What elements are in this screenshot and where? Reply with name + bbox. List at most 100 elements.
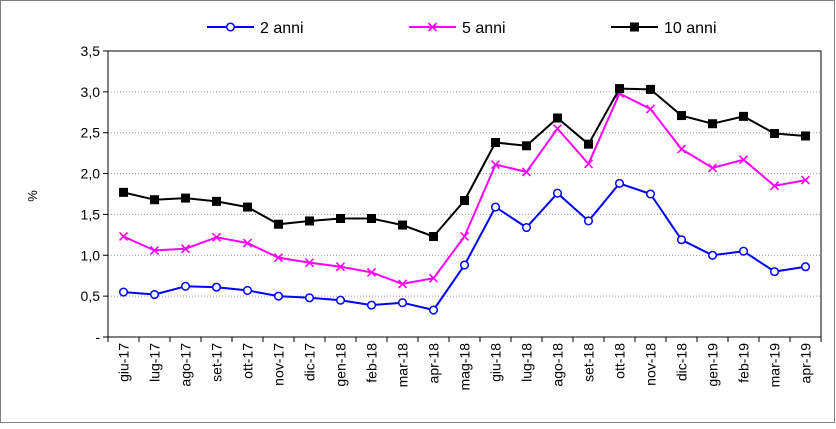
data-point — [769, 181, 780, 191]
x-tick-label: giu-18 — [488, 343, 504, 382]
data-point — [211, 232, 222, 242]
plot-area — [107, 50, 822, 338]
x-tick-label: set-17 — [209, 343, 225, 382]
data-point — [521, 167, 532, 177]
legend-item: 10 anni — [611, 20, 717, 37]
y-axis-label: % — [25, 190, 40, 202]
data-point — [367, 214, 376, 224]
data-point — [522, 141, 531, 151]
x-tick-label: giu-17 — [116, 343, 132, 382]
data-point — [335, 262, 346, 272]
data-point — [305, 216, 314, 226]
data-point — [242, 285, 253, 295]
x-tick-label: nov-17 — [271, 343, 287, 386]
x-tick-label: gen-19 — [705, 343, 721, 387]
data-point — [553, 113, 562, 123]
x-tick-label: mag-18 — [457, 343, 473, 391]
legend-marker — [225, 22, 236, 32]
data-point — [118, 287, 129, 297]
data-point — [584, 139, 593, 149]
series — [118, 84, 811, 315]
x-tick-label: apr-19 — [798, 343, 814, 384]
data-point — [336, 214, 345, 224]
legend: 2 anni 5 anni 10 anni — [207, 20, 717, 37]
y-tick-label: 2,5 — [81, 125, 101, 141]
y-tick-label: 2,0 — [81, 166, 101, 182]
data-point — [274, 219, 283, 229]
legend-label: 5 anni — [462, 20, 506, 37]
data-point — [304, 258, 315, 268]
x-tick-label: lug-17 — [147, 343, 163, 382]
x-tick-label: mar-18 — [395, 343, 411, 388]
data-point — [645, 189, 656, 199]
x-tick-label: dic-18 — [674, 343, 690, 381]
legend-label: 2 anni — [260, 20, 304, 37]
data-point — [428, 305, 439, 315]
data-point — [707, 163, 718, 173]
data-point — [150, 195, 159, 205]
x-tick-label: ott-17 — [240, 343, 256, 379]
data-point — [614, 178, 625, 188]
data-point — [738, 246, 749, 256]
data-point — [801, 131, 810, 141]
data-point — [490, 160, 501, 170]
data-point — [676, 144, 687, 154]
legend-marker — [427, 22, 438, 32]
y-tick-label: 0,5 — [81, 288, 101, 304]
data-point — [397, 279, 408, 289]
data-point — [738, 155, 749, 165]
y-axis: - 0,5 1,0 1,5 2,0 2,5 3,0 3,5 — [81, 43, 108, 345]
x-tick-label: feb-19 — [736, 343, 752, 383]
x-tick-label: lug-18 — [519, 343, 535, 382]
data-point — [552, 124, 563, 134]
x-tick-label: nov-18 — [643, 343, 659, 386]
data-point — [149, 245, 160, 255]
series-1 — [118, 178, 811, 315]
x-axis: giu-17 lug-17 ago-17 set-17 ott-17 nov-17 dic-… — [107, 337, 822, 391]
x-tick-label: ago-17 — [178, 343, 194, 387]
data-point — [459, 231, 470, 242]
data-point — [707, 250, 718, 260]
data-point — [459, 260, 470, 270]
data-point — [212, 196, 221, 206]
data-point — [118, 231, 129, 242]
legend-item: 5 anni — [409, 20, 506, 37]
y-tick-label: 3,5 — [81, 43, 101, 59]
y-tick-label: - — [95, 329, 100, 345]
data-point — [521, 222, 532, 233]
data-point — [335, 295, 346, 305]
data-point — [800, 262, 811, 272]
data-point — [119, 187, 128, 197]
legend-marker — [630, 22, 639, 32]
data-point — [366, 267, 377, 278]
data-point — [583, 216, 594, 226]
legend-label: 10 anni — [664, 20, 717, 37]
data-point — [677, 111, 686, 121]
data-point — [769, 267, 780, 277]
data-point — [770, 129, 779, 139]
data-point — [676, 235, 687, 245]
data-point — [273, 253, 284, 263]
data-point — [180, 244, 191, 254]
data-point — [149, 289, 160, 300]
data-point — [181, 193, 190, 203]
data-point — [242, 238, 253, 248]
data-point — [552, 188, 563, 198]
data-point — [397, 298, 408, 308]
x-tick-label: set-18 — [581, 343, 597, 382]
data-point — [366, 300, 377, 310]
x-tick-label: feb-18 — [364, 343, 380, 383]
series-3 — [119, 84, 810, 241]
data-point — [460, 196, 469, 206]
data-point — [583, 159, 594, 169]
x-tick-label: dic-17 — [302, 343, 318, 381]
data-point — [646, 84, 655, 94]
y-tick-label: 3,0 — [81, 84, 101, 100]
data-point — [739, 111, 748, 121]
data-point — [180, 281, 191, 291]
legend-item: 2 anni — [207, 20, 304, 37]
x-tick-label: mar-19 — [767, 343, 783, 388]
